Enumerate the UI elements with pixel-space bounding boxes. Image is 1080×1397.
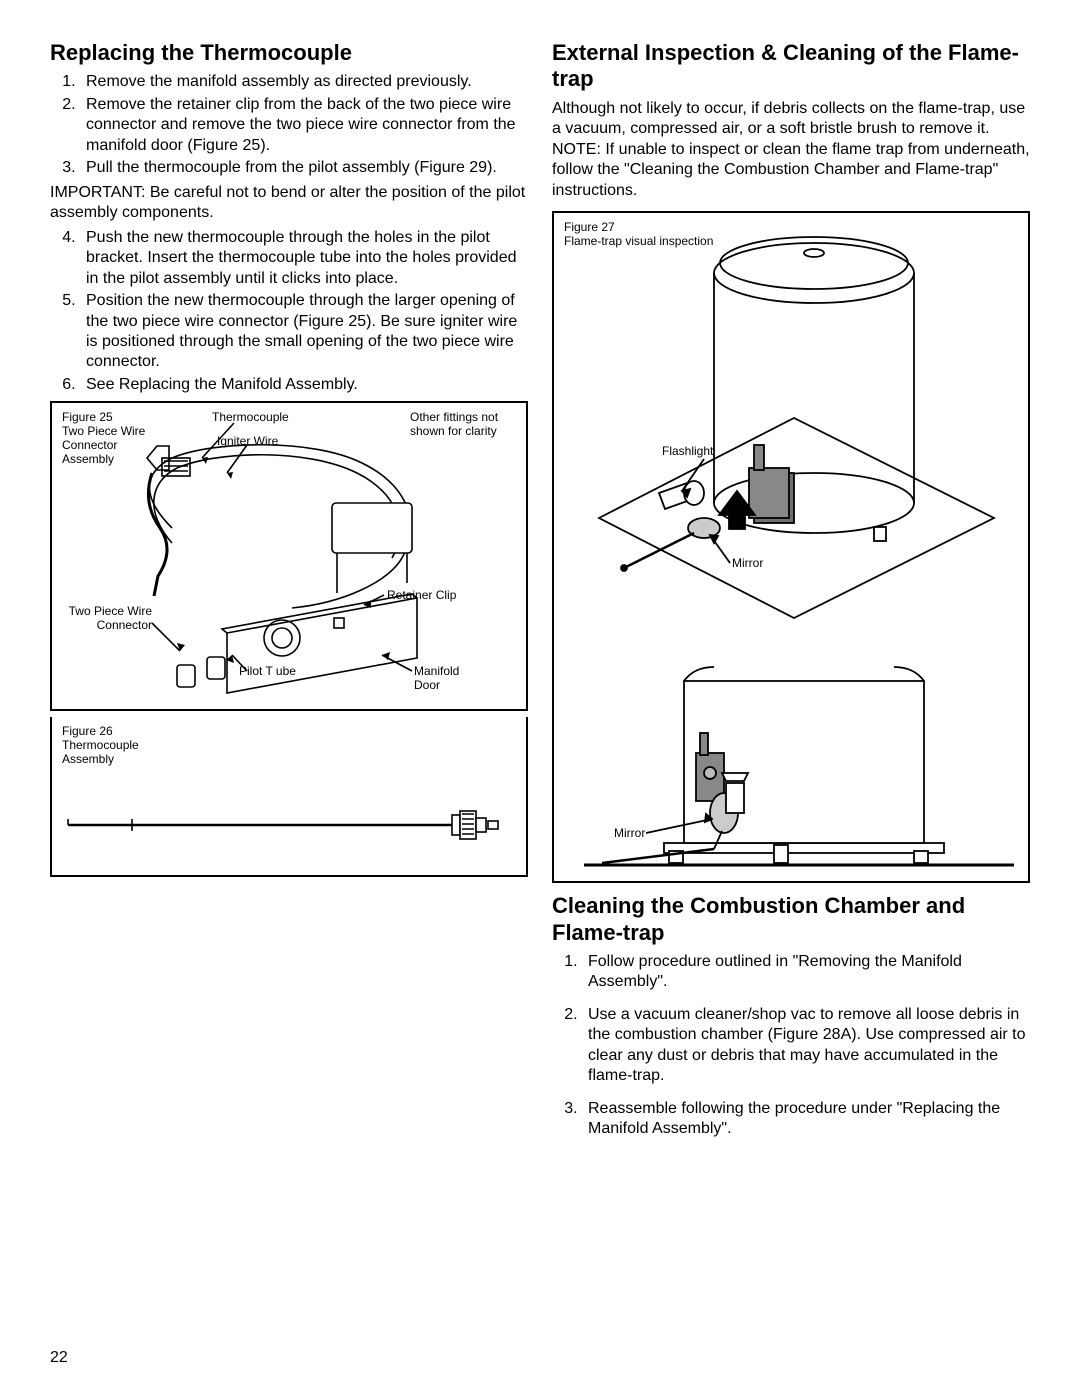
list-item: Push the new thermocouple through the ho…	[80, 228, 528, 289]
list-item: Follow procedure outlined in "Removing t…	[582, 952, 1030, 993]
left-column: Replacing the Thermocouple Remove the ma…	[50, 40, 528, 1333]
list-item: See Replacing the Manifold Assembly.	[80, 375, 528, 395]
list-item: Reassemble following the procedure under…	[582, 1099, 1030, 1140]
figure-25-diagram	[52, 403, 526, 709]
list-item: Remove the manifold assembly as directed…	[80, 72, 528, 92]
list-item: Use a vacuum cleaner/shop vac to remove …	[582, 1005, 1030, 1087]
figure-27: Figure 27 Flame-trap visual inspection F…	[552, 211, 1030, 883]
list-item: Remove the retainer clip from the back o…	[80, 95, 528, 156]
heading-thermocouple: Replacing the Thermocouple	[50, 40, 528, 66]
figure-27-diagram	[554, 213, 1028, 881]
list-item: Position the new thermocouple through th…	[80, 291, 528, 373]
figure-26-diagram	[52, 717, 526, 875]
right-column: External Inspection & Cleaning of the Fl…	[552, 40, 1030, 1333]
page-number: 22	[50, 1333, 1030, 1367]
important-note: IMPORTANT: Be careful not to bend or alt…	[50, 183, 528, 224]
list-item: Pull the thermocouple from the pilot ass…	[80, 158, 528, 178]
heading-inspection: External Inspection & Cleaning of the Fl…	[552, 40, 1030, 93]
thermocouple-steps-1: Remove the manifold assembly as directed…	[50, 72, 528, 178]
heading-cleaning: Cleaning the Combustion Chamber and Flam…	[552, 893, 1030, 946]
figure-25: Figure 25 Two Piece Wire Connector Assem…	[50, 401, 528, 711]
thermocouple-steps-2: Push the new thermocouple through the ho…	[50, 228, 528, 396]
figure-26: Figure 26 Thermocouple Assembly	[50, 717, 528, 877]
inspection-paragraph: Although not likely to occur, if debris …	[552, 99, 1030, 201]
cleaning-steps: Follow procedure outlined in "Removing t…	[552, 952, 1030, 1140]
